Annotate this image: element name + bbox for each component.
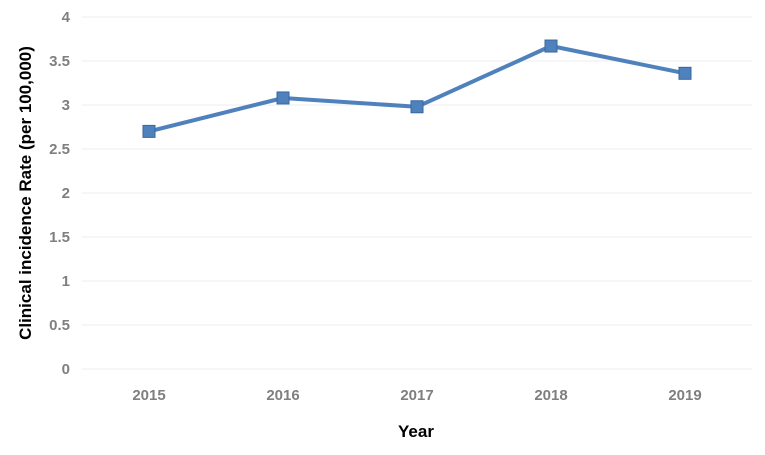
y-tick-label: 2.5 [49, 141, 70, 158]
data-point-marker [142, 124, 156, 138]
y-tick-label: 4 [62, 9, 71, 26]
x-tick-label: 2019 [668, 387, 701, 404]
data-point-marker [678, 66, 692, 80]
series-layer [142, 39, 692, 138]
x-tick-label: 2015 [132, 387, 165, 404]
y-axis-ticks: 0 0.5 1 1.5 2 2.5 3 3.5 4 [49, 9, 71, 378]
data-point-marker [544, 39, 558, 53]
data-point-marker [276, 91, 290, 105]
x-tick-label: 2018 [534, 387, 567, 404]
y-tick-label: 0 [62, 361, 70, 378]
x-tick-label: 2016 [266, 387, 299, 404]
gridlines [82, 16, 752, 370]
x-axis-ticks: 2015 2016 2017 2018 2019 [132, 387, 701, 404]
y-tick-label: 1.5 [49, 229, 70, 246]
y-tick-label: 3 [62, 97, 70, 114]
y-tick-label: 1 [62, 273, 70, 290]
series-line [147, 44, 687, 134]
x-tick-label: 2017 [400, 387, 433, 404]
y-axis-title: Clinical incidence Rate (per 100,000) [16, 46, 35, 340]
y-tick-label: 0.5 [49, 317, 70, 334]
y-tick-label: 2 [62, 185, 70, 202]
data-point-marker [410, 100, 424, 114]
y-tick-label: 3.5 [49, 53, 70, 70]
x-axis-title: Year [398, 422, 434, 441]
